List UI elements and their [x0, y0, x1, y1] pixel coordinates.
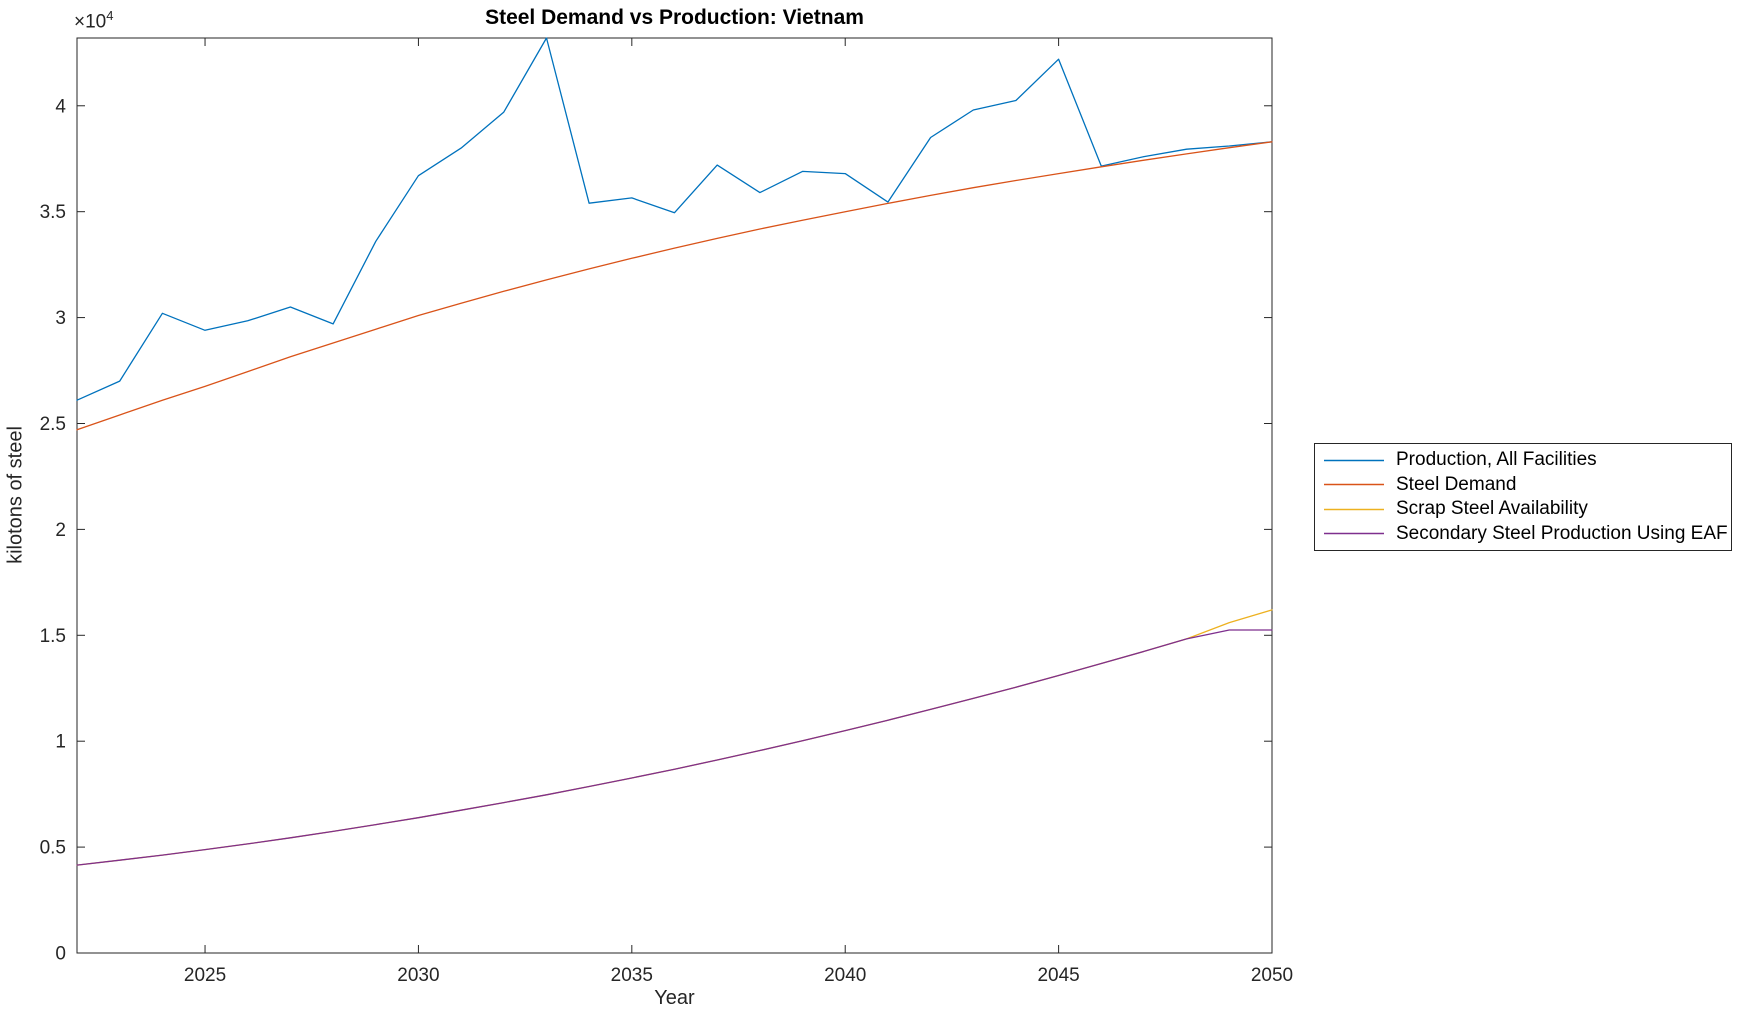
- x-axis-label: Year: [654, 987, 695, 1009]
- y-tick-label: 0.5: [40, 838, 66, 859]
- x-tick-label: 2040: [824, 965, 866, 986]
- y-tick-label: 1.5: [40, 626, 66, 647]
- y-tick-label: 3.5: [40, 202, 66, 223]
- legend-swatch-steel-demand-line: [1324, 484, 1384, 486]
- legend-item-secondary-eaf: Secondary Steel Production Using EAF: [1324, 522, 1731, 547]
- x-tick-label: 2025: [184, 965, 226, 986]
- legend-item-scrap-availability: Scrap Steel Availability: [1324, 497, 1731, 522]
- legend-swatch-secondary-eaf-line: [1324, 533, 1384, 535]
- y-axis-multiplier: ×104: [74, 8, 113, 33]
- legend-label-steel-demand: Steel Demand: [1396, 473, 1517, 495]
- series-line-0: [76, 37, 1273, 401]
- x-tick-label: 2050: [1251, 965, 1293, 986]
- legend-item-steel-demand: Steel Demand: [1324, 473, 1731, 498]
- legend-label-secondary-eaf: Secondary Steel Production Using EAF: [1396, 522, 1728, 544]
- legend-label-scrap-availability: Scrap Steel Availability: [1396, 498, 1588, 520]
- legend-swatch-production-line: [1324, 459, 1384, 461]
- y-tick-label: 0: [55, 944, 66, 965]
- legend-swatch-scrap-availability-line: [1324, 508, 1384, 510]
- y-tick-label: 1: [55, 732, 66, 753]
- series-line-2: [76, 609, 1273, 866]
- y-tick-label: 4: [55, 96, 66, 117]
- series-line-3: [76, 629, 1273, 866]
- axes-box: [76, 37, 1273, 954]
- series-line-1: [76, 141, 1273, 431]
- legend-label-production: Production, All Facilities: [1396, 449, 1597, 471]
- y-tick-label: 3: [55, 308, 66, 329]
- y-axis-multiplier-base: ×10: [74, 11, 107, 33]
- y-tick-label: 2.5: [40, 414, 66, 435]
- y-tick-label: 2: [55, 520, 66, 541]
- x-tick-label: 2045: [1037, 965, 1079, 986]
- y-axis-multiplier-exponent: 4: [106, 8, 114, 23]
- legend-item-production: Production, All Facilities: [1324, 448, 1731, 473]
- x-tick-label: 2035: [611, 965, 653, 986]
- x-tick-label: 2030: [397, 965, 439, 986]
- legend: Production, All Facilities Steel Demand …: [1314, 443, 1732, 551]
- chart-title: Steel Demand vs Production: Vietnam: [485, 6, 864, 29]
